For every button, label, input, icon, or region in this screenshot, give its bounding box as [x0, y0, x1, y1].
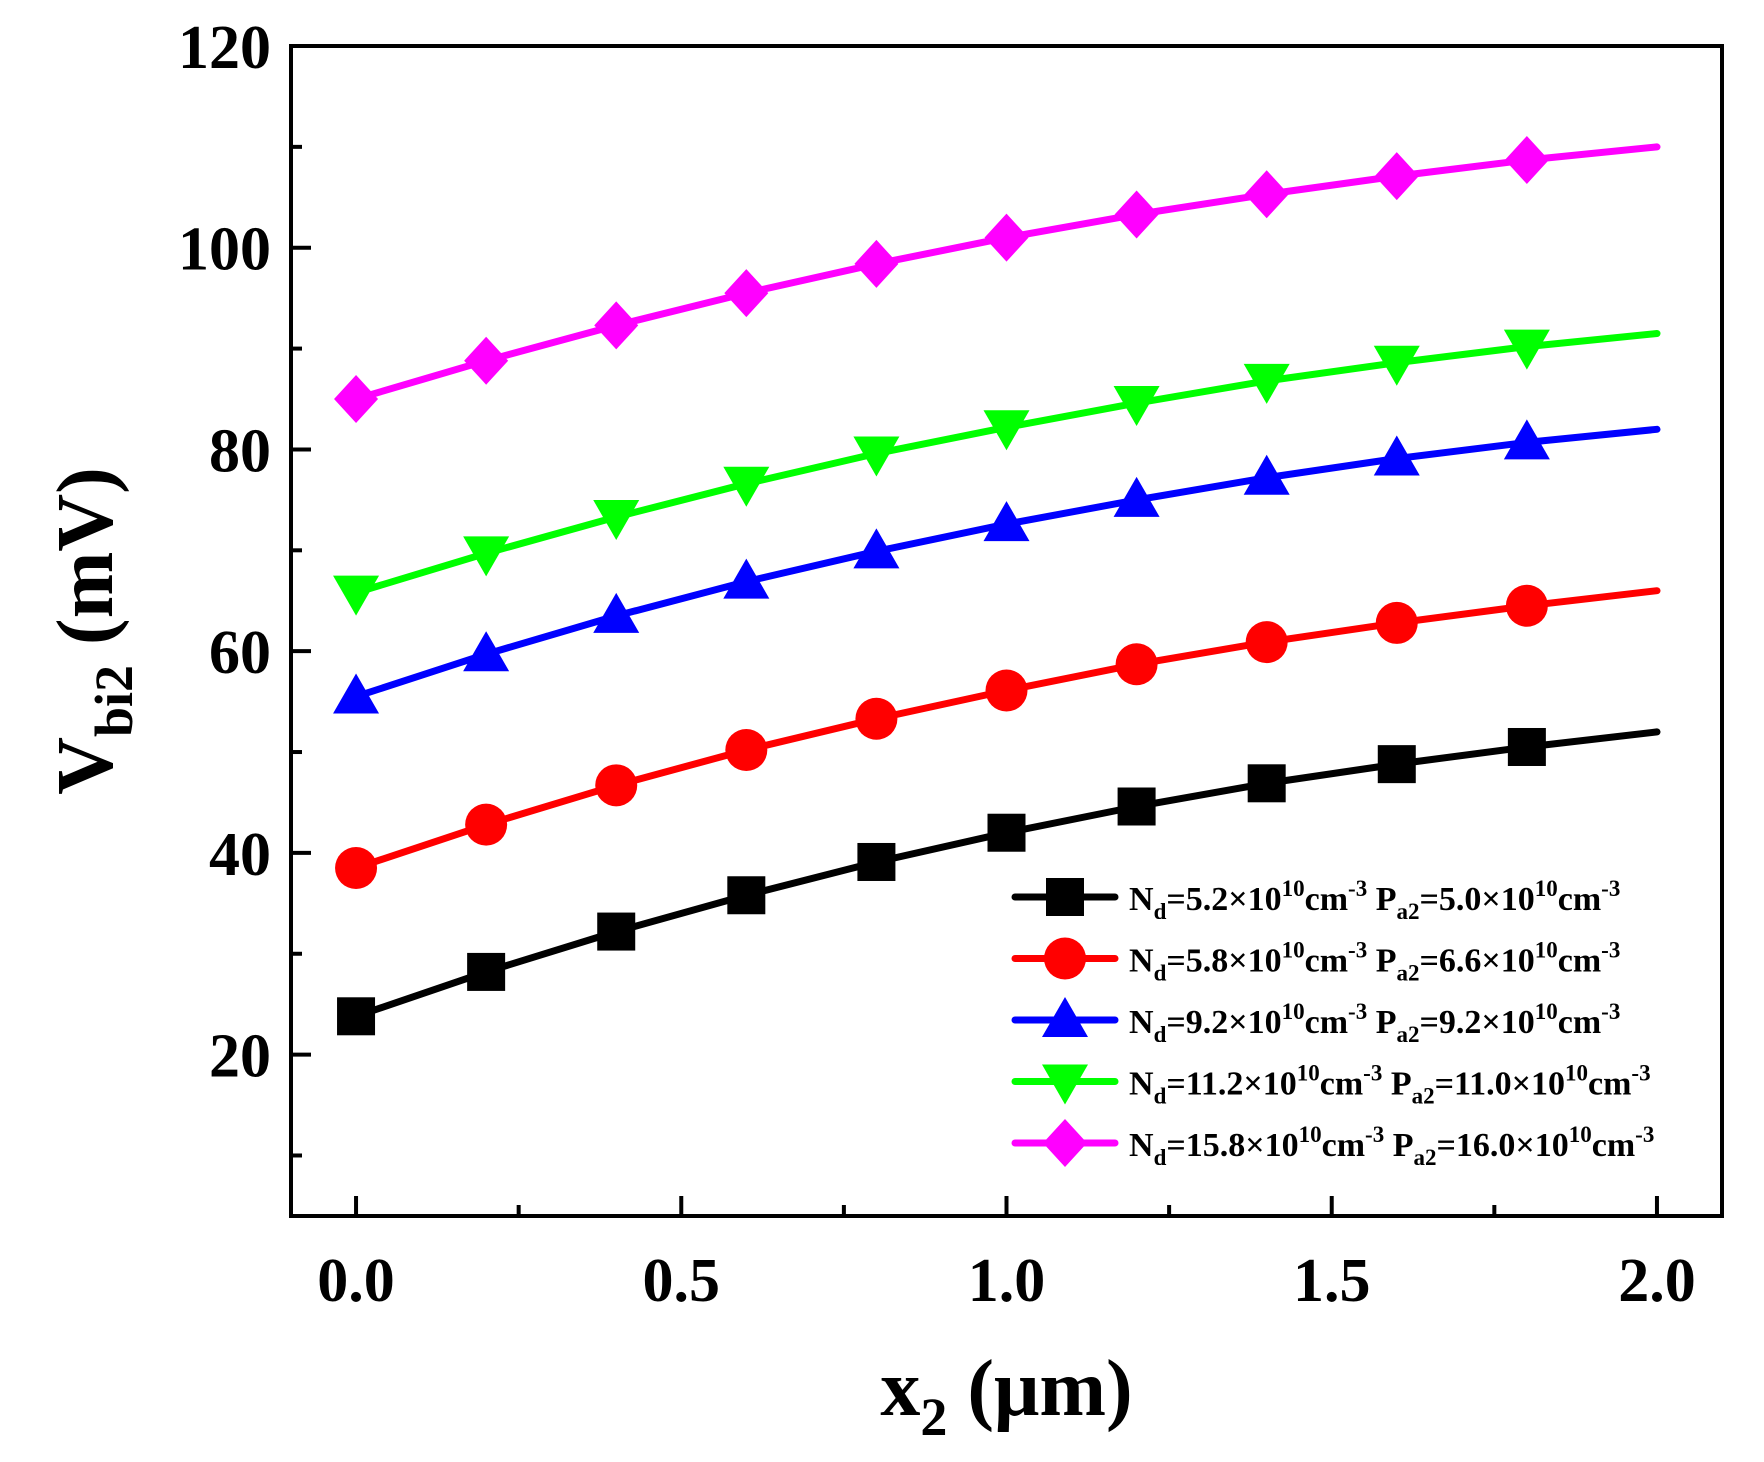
data-point: [1504, 135, 1549, 184]
data-point: [593, 500, 640, 541]
legend-item-3: Nd=9.2×1010cm-3 Pa2=9.2×1010cm-3: [1011, 997, 1620, 1047]
y-tick-label: 80: [209, 417, 271, 485]
axis-titles: x2 (μm) Vbi2 (mV): [42, 467, 1133, 1447]
data-point: [1247, 764, 1286, 803]
data-point: [335, 847, 378, 890]
y-tick-label: 20: [209, 1023, 271, 1091]
data-point: [723, 466, 770, 507]
data-point: [595, 764, 638, 807]
data-point: [463, 631, 510, 672]
legend-label: Nd=11.2×1010cm-3 Pa2=11.0×1010cm-3: [1129, 1061, 1651, 1109]
data-point: [725, 729, 768, 772]
x-tick-label: 0.5: [643, 1247, 721, 1315]
y-tick-label: 40: [209, 821, 271, 889]
x-tick-label: 2.0: [1618, 1247, 1696, 1315]
legend: Nd=5.2×1010cm-3 Pa2=5.0×1010cm-3 Nd=5.8×1…: [1011, 876, 1654, 1170]
legend-label: Nd=5.2×1010cm-3 Pa2=5.0×1010cm-3: [1129, 876, 1620, 924]
data-point: [855, 697, 898, 740]
data-point: [1243, 454, 1290, 495]
y-tick-label: 100: [178, 216, 271, 284]
x-tick-label: 0.0: [317, 1247, 395, 1315]
data-point: [1113, 386, 1160, 427]
data-point: [985, 669, 1028, 712]
data-point: [857, 842, 896, 881]
data-point: [1117, 787, 1156, 826]
series-line: [352, 330, 1661, 597]
data-point: [853, 436, 900, 477]
legend-item-5: Nd=15.8×1010cm-3 Pa2=16.0×1010cm-3: [1011, 1119, 1654, 1170]
legend-marker: [1042, 1064, 1088, 1105]
data-point: [1373, 345, 1420, 386]
legend-item-4: Nd=11.2×1010cm-3 Pa2=11.0×1010cm-3: [1011, 1061, 1651, 1109]
data-point: [983, 410, 1030, 451]
legend-item-2: Nd=5.8×1010cm-3 Pa2=6.6×1010cm-3: [1011, 937, 1620, 986]
data-point: [465, 803, 508, 846]
data-point: [597, 912, 636, 951]
data-point: [1243, 363, 1290, 404]
series-1: [337, 727, 1661, 1036]
data-point: [1503, 329, 1550, 370]
y-tick-label: 120: [178, 14, 271, 82]
series-2: [335, 584, 1661, 890]
data-point: [593, 592, 640, 633]
x-axis-title: x2 (μm): [880, 1345, 1132, 1447]
legend-item-1: Nd=5.2×1010cm-3 Pa2=5.0×1010cm-3: [1011, 876, 1620, 924]
data-point: [594, 301, 639, 350]
series-5: [334, 135, 1661, 424]
data-point: [333, 575, 380, 616]
data-point: [1245, 621, 1288, 664]
data-point: [1507, 727, 1546, 766]
data-point: [1375, 601, 1418, 644]
series-3: [333, 419, 1661, 714]
data-point: [1377, 745, 1416, 784]
series-4: [333, 329, 1661, 616]
data-point: [1373, 435, 1420, 476]
data-point: [727, 876, 766, 915]
plot-area: [333, 135, 1661, 1036]
data-point: [1503, 419, 1550, 460]
axes: 0.0 0.5 1.0 1.5 2.0 20 40 60 80 100 120: [178, 14, 1724, 1315]
data-point: [1374, 152, 1419, 201]
legend-label: Nd=5.8×1010cm-3 Pa2=6.6×1010cm-3: [1129, 938, 1620, 986]
legend-marker: [1042, 997, 1088, 1037]
data-point: [333, 673, 380, 714]
data-point: [984, 213, 1029, 262]
data-point: [853, 528, 900, 569]
data-point: [467, 952, 506, 991]
data-point: [463, 536, 510, 577]
y-tick-label: 60: [209, 619, 271, 687]
x-tick-label: 1.0: [968, 1247, 1046, 1315]
legend-label: Nd=9.2×1010cm-3 Pa2=9.2×1010cm-3: [1129, 999, 1620, 1047]
y-axis-title: Vbi2 (mV): [42, 467, 144, 795]
legend-marker: [1043, 1119, 1087, 1167]
data-point: [1505, 584, 1548, 627]
data-point: [1115, 643, 1158, 686]
series-line: [352, 143, 1661, 403]
legend-marker: [1046, 878, 1084, 916]
data-point: [464, 336, 509, 385]
x-tick-label: 1.5: [1293, 1247, 1371, 1315]
data-point: [334, 375, 379, 424]
data-point: [983, 501, 1030, 542]
data-point: [854, 239, 899, 288]
series-line: [352, 425, 1661, 701]
data-point: [1113, 476, 1160, 517]
data-point: [1244, 170, 1289, 219]
legend-marker: [1044, 937, 1086, 980]
data-point: [987, 813, 1026, 852]
data-point: [1114, 190, 1159, 239]
legend-label: Nd=15.8×1010cm-3 Pa2=16.0×1010cm-3: [1129, 1122, 1654, 1170]
data-point: [724, 269, 769, 318]
data-point: [723, 558, 770, 599]
data-point: [337, 997, 376, 1036]
